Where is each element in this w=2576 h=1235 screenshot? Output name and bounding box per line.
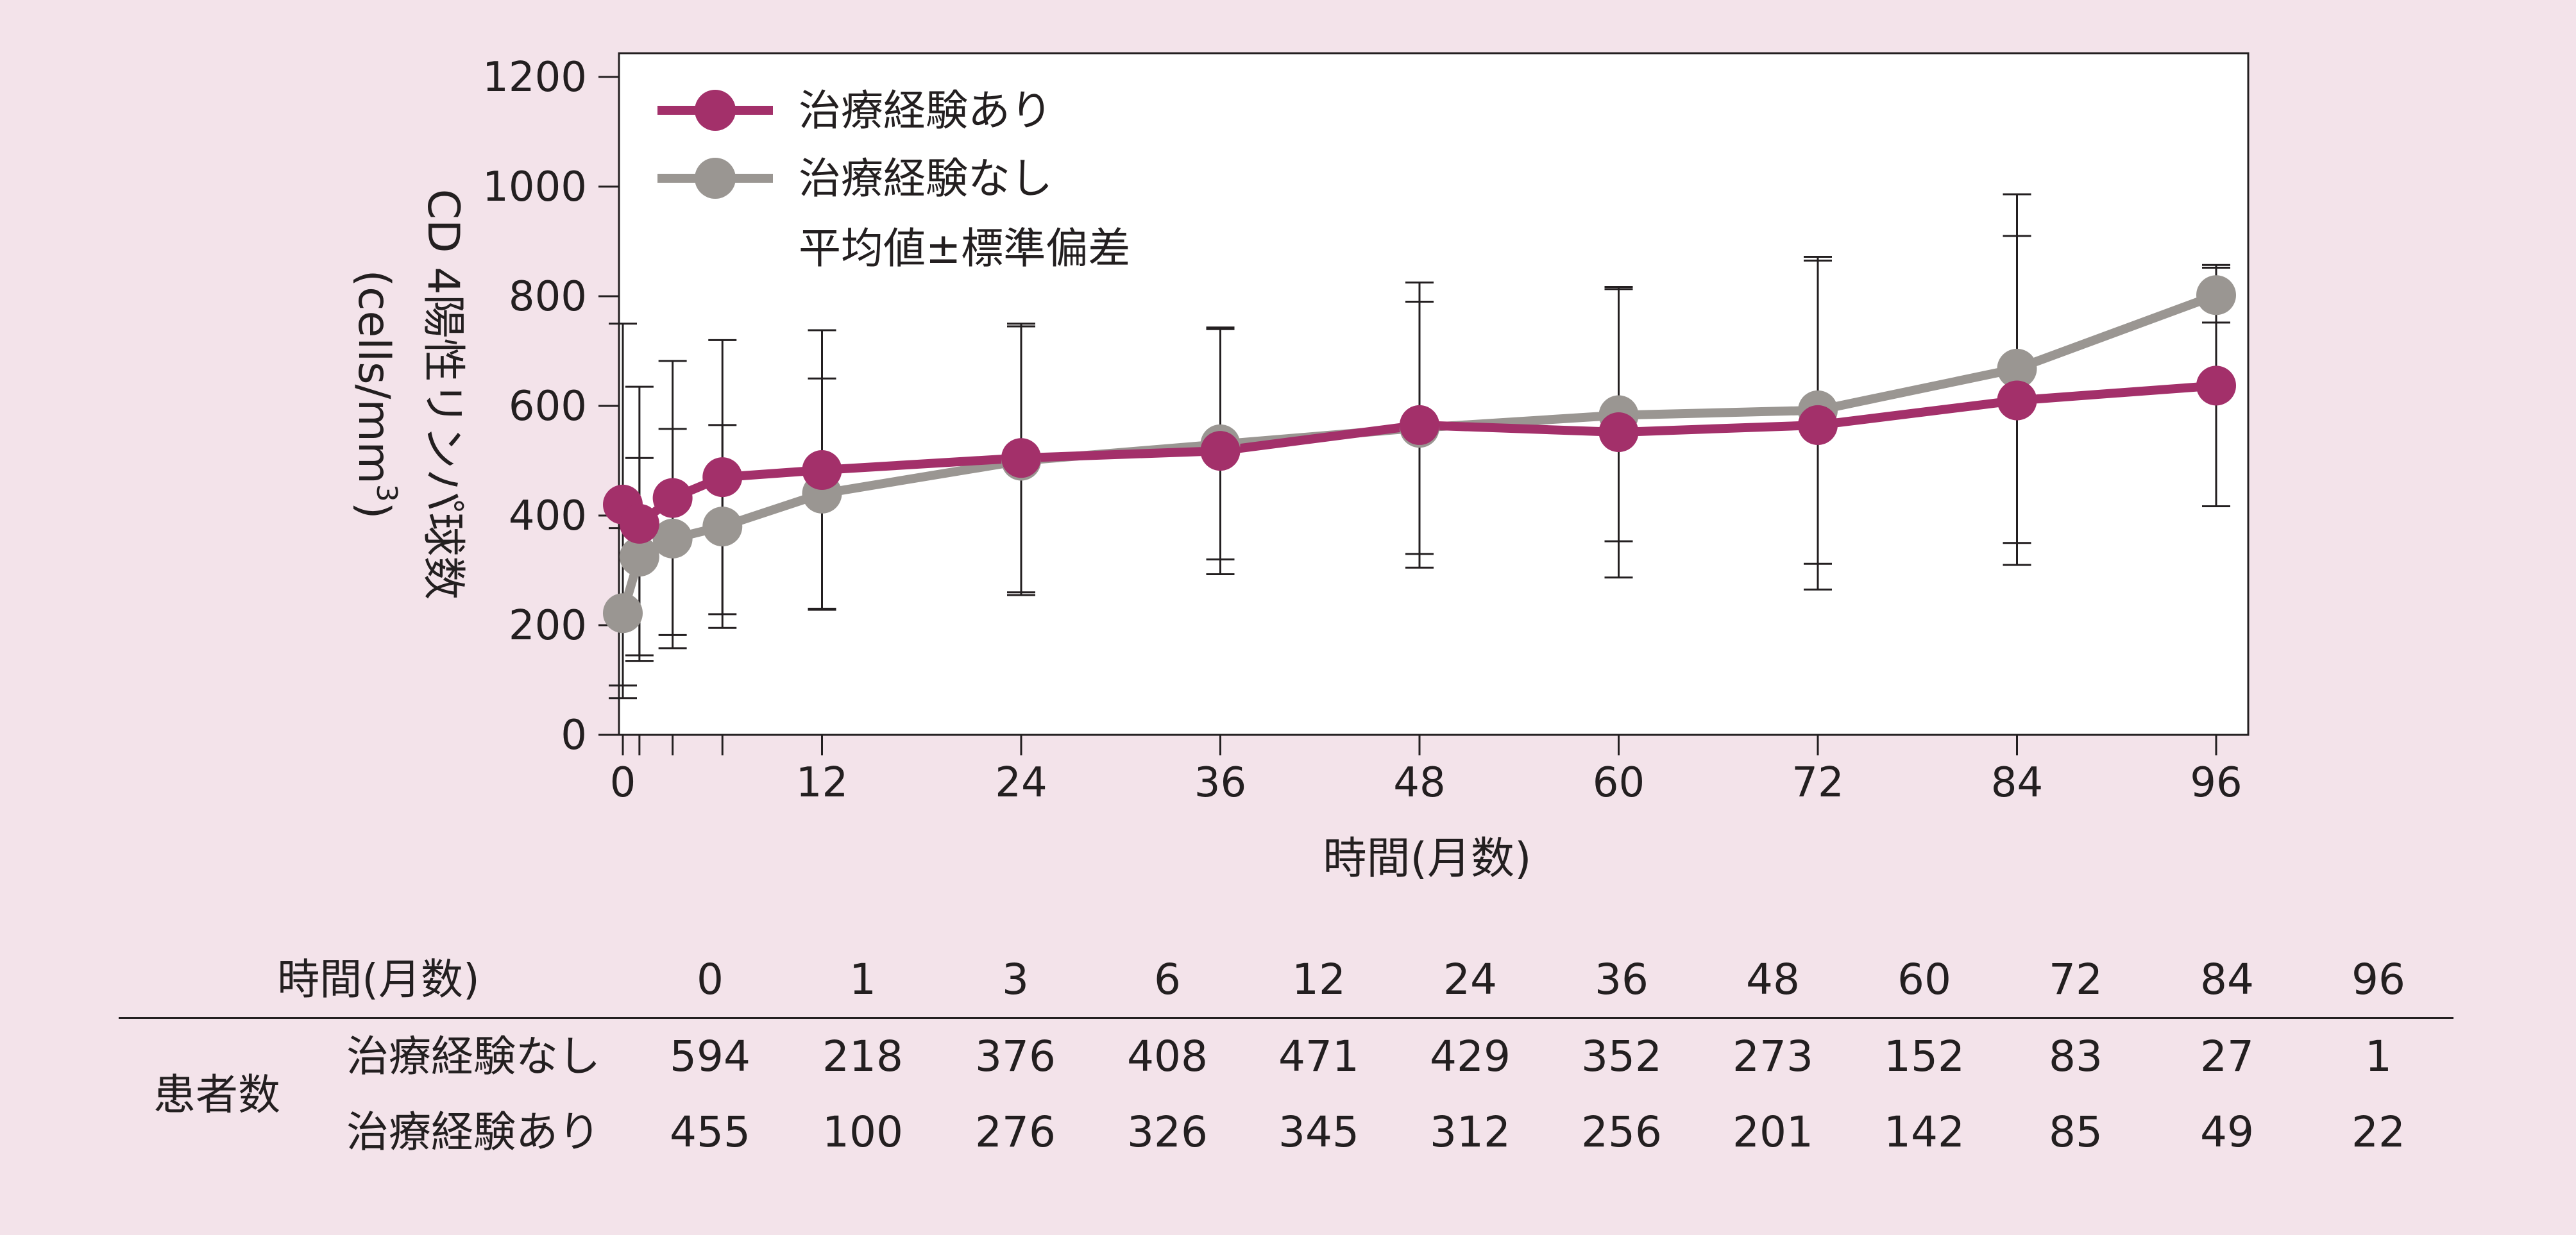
legend: 治療経験あり 治療経験なし 平均値±標準偏差 <box>657 86 1130 273</box>
data-point <box>2196 365 2236 406</box>
y-axis: 0 200 400 600 800 1000 1200 <box>482 54 619 759</box>
y-axis-unit-sup: 3 <box>370 484 403 502</box>
data-point <box>702 507 743 547</box>
y-axis-title: CD 4陽性リンパ球数 <box>418 189 468 600</box>
series-points <box>603 275 2236 634</box>
data-point <box>1997 348 2037 389</box>
x-tick-label: 60 <box>1593 759 1645 807</box>
x-tick-label: 84 <box>1991 759 2043 807</box>
data-point <box>603 593 643 634</box>
y-tick-label: 400 <box>509 492 587 540</box>
plot-area <box>618 52 2250 736</box>
y-tick-label: 0 <box>561 712 587 759</box>
x-tick-label: 96 <box>2190 759 2242 807</box>
y-tick-label: 1000 <box>482 164 587 211</box>
y-tick-label: 200 <box>509 602 587 650</box>
x-tick-label: 0 <box>610 759 636 807</box>
x-tick-label: 36 <box>1194 759 1246 807</box>
y-axis-unit-open: (cells/mm <box>348 270 399 484</box>
data-point <box>1400 405 1439 445</box>
legend-label-naive: 治療経験なし <box>799 154 1053 203</box>
y-axis-unit-close: ) <box>348 502 399 519</box>
data-point <box>1200 431 1241 471</box>
data-point <box>1001 438 1041 478</box>
x-tick-label: 72 <box>1792 759 1843 807</box>
x-tick-label: 24 <box>995 759 1047 807</box>
data-point <box>1798 405 1838 445</box>
x-tick-label: 48 <box>1393 759 1445 807</box>
x-tick-label: 12 <box>796 759 848 807</box>
data-point <box>619 503 659 544</box>
data-point <box>652 518 693 559</box>
y-axis-title-main: CD 4陽性リンパ球数 <box>418 189 468 600</box>
x-axis: 0 12 24 36 48 60 72 84 96 <box>610 735 2242 807</box>
legend-note: 平均値±標準偏差 <box>799 224 1130 273</box>
y-tick-label: 1200 <box>482 54 587 101</box>
data-point <box>802 450 842 491</box>
svg-text:(cells/mm3): (cells/mm3) <box>348 270 403 519</box>
data-point <box>702 457 743 498</box>
data-point <box>1598 412 1639 453</box>
x-axis-title: 時間(月数) <box>1323 834 1531 884</box>
y-tick-label: 800 <box>509 273 587 321</box>
data-point <box>619 537 659 577</box>
data-point <box>1997 380 2037 421</box>
y-tick-label: 600 <box>509 383 587 430</box>
y-axis-unit: (cells/mm3) <box>348 270 403 519</box>
data-point <box>652 478 693 518</box>
data-point <box>2196 275 2236 315</box>
legend-label-treated: 治療経験あり <box>799 86 1053 135</box>
